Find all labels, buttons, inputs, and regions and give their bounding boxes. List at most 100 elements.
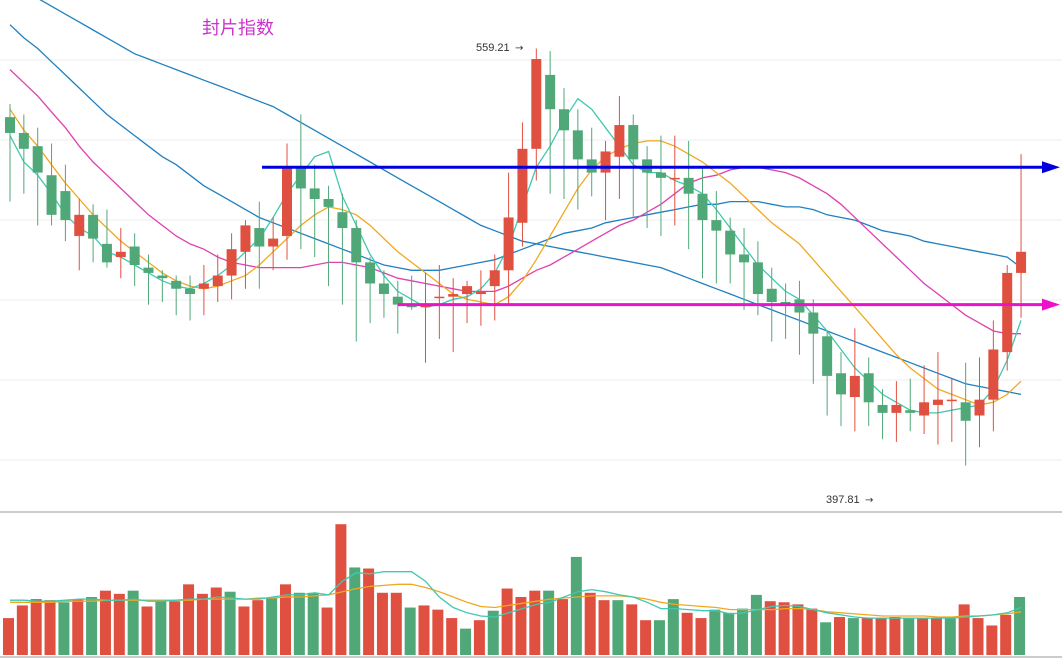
volume-bar [917,618,929,655]
volume-bar [141,606,153,655]
marker-arrow [1042,161,1060,174]
volume-bar [30,599,42,655]
volume-bar [695,618,707,655]
candle-body [531,59,542,149]
volume-bar [723,612,735,655]
volume-bar [210,587,222,655]
volume-bar [473,620,485,655]
volume-bar [764,601,776,655]
candle-body [960,402,971,421]
volume-bar [529,590,541,655]
candle-body [836,373,846,395]
candle-body [808,312,819,334]
volume-bar [349,567,361,655]
candle-body [559,109,569,131]
candle-body [503,217,514,271]
candle-body [725,230,736,255]
volume-bar [501,588,513,655]
candle-body [1016,251,1027,273]
volume-ma-lines [10,571,1022,619]
candle-body [988,349,999,400]
candle-body [365,262,376,284]
candle-body [254,228,265,247]
volume-ma-fast [10,571,1022,619]
volume-bar [58,602,70,655]
volume-bar [598,600,610,655]
candle-body [1002,272,1013,353]
volume-bar [626,604,638,655]
candle-body [171,280,182,289]
volume-bar [16,605,28,655]
candle-body [240,225,251,252]
candle-body [88,214,99,239]
candle-body [101,243,112,263]
candle-body [545,74,556,110]
candle-body [351,228,362,263]
candle-body [337,212,348,229]
volume-bar [72,599,84,655]
chart-title: 封片指数 [202,18,274,39]
volume-bar [847,618,859,655]
candle-body [74,214,85,236]
volume-bar [376,592,388,655]
candle-body [18,132,29,149]
volume-bar [487,610,499,655]
candle-body [212,275,223,287]
volume-bar [861,618,873,655]
volume-bar [418,605,430,655]
extreme-labels: 559.21 → 397.81 → [476,42,873,506]
candle-body [282,167,292,236]
candle-body [849,375,860,398]
volume-bar [543,590,555,655]
volume-bar [515,596,527,655]
volume-bar [806,608,818,655]
ma10-line [9,108,1022,406]
candle-body [766,288,777,302]
candle-body [905,410,916,413]
volume-bar [363,568,375,655]
candle-body [711,220,722,231]
volume-bar [169,601,181,655]
volume-bar [834,617,845,655]
candle-body [697,193,708,221]
candle-body [185,288,196,295]
candle-body [309,188,320,199]
candle-body [877,404,888,413]
candle-body [5,117,15,133]
volume-bar [640,620,652,655]
candle-body [295,167,306,189]
candle-body [46,175,57,215]
volume-bar [875,618,887,655]
ma30-line [9,24,1022,271]
volume-bar [99,590,111,655]
volume-bar [653,620,665,655]
candle-body [60,191,71,221]
candle-body [919,402,930,416]
volume-bar [737,608,749,655]
candle-body [628,125,639,160]
volume-bar [238,606,250,655]
candle-body [683,177,694,194]
candle-body [323,198,334,207]
candle-body [198,283,209,289]
marker-arrow [1042,298,1060,311]
candle-body [226,249,237,276]
volume-bar [584,592,596,655]
candle-body [32,146,43,173]
candle-body [115,251,126,258]
volume-bar [667,599,679,655]
volume-bar [196,593,208,655]
volume-bar [404,607,416,655]
candle-body [129,246,140,265]
volume-bar [570,556,582,655]
volume-bar [390,592,402,655]
volume-bar [183,584,195,655]
volume-bar [681,612,693,655]
horizontal-marker-lines [262,161,1060,311]
volume-bar [3,618,14,655]
candle-body [739,254,750,263]
candle-body [600,151,611,173]
candle-body [392,296,403,305]
volume-bar [224,591,236,655]
